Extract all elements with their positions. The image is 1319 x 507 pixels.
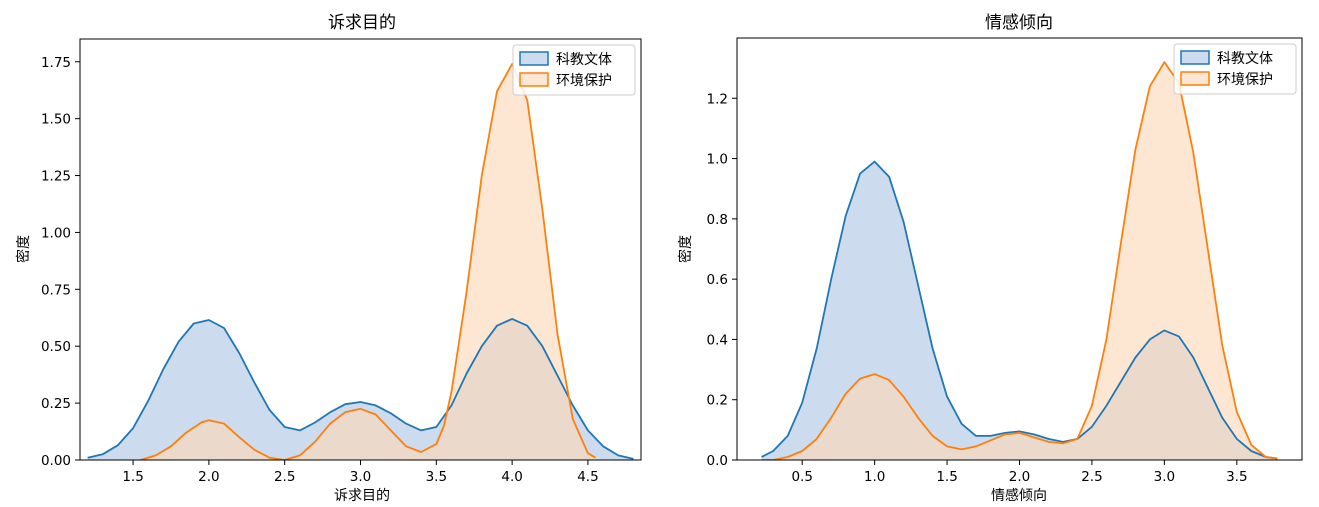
legend-label-2: 环境保护 xyxy=(556,73,612,89)
legend-swatch-1 xyxy=(1180,50,1210,65)
y-tick-label: 0.00 xyxy=(41,453,71,469)
density-area-2 xyxy=(761,62,1278,460)
y-tick-label: 1.0 xyxy=(707,152,728,168)
density-layer xyxy=(761,61,1278,460)
x-tick-label: 4.5 xyxy=(577,469,598,485)
y-tick-label: 0.6 xyxy=(707,272,728,288)
legend-label-1: 科教文体 xyxy=(1217,51,1273,67)
y-tick-label: 0.4 xyxy=(707,332,728,348)
density-line-1 xyxy=(87,318,634,460)
x-tick-label: 1.5 xyxy=(936,469,957,485)
x-tick-label: 3.5 xyxy=(426,469,447,485)
legend-label-2: 环境保护 xyxy=(1217,72,1273,88)
x-tick-label: 0.5 xyxy=(791,469,812,485)
x-tick-label: 2.0 xyxy=(1009,469,1030,485)
x-tick-label: 2.5 xyxy=(274,469,295,485)
legend-swatch-2 xyxy=(519,72,549,87)
x-tick-label: 1.0 xyxy=(864,469,885,485)
kde-chart-appeal-purpose: 诉求目的 1.5 2.0 2.5 3.0 3.5 4.0 4.5 0.00 0.25 0.50 0.… xyxy=(15,13,642,504)
x-tick-label: 3.5 xyxy=(1226,469,1247,485)
x-tick-label: 3.0 xyxy=(350,469,371,485)
y-tick-label: 1.00 xyxy=(41,225,71,241)
y-tick-label: 0.2 xyxy=(707,393,728,409)
y-tick-label: 0.0 xyxy=(707,453,728,469)
y-tick-label: 0.50 xyxy=(41,339,71,355)
legend-label-1: 科教文体 xyxy=(556,52,612,68)
kde-chart-sentiment: 情感倾向 0.5 1.0 1.5 2.0 2.5 3.0 3.50.00.20.40.60.… xyxy=(677,13,1303,504)
y-tick-label: 0.8 xyxy=(707,212,728,228)
density-layer xyxy=(87,63,634,460)
plot-area: 0.5 1.0 1.5 2.0 2.5 3.0 3.5 0.0 0.2 0.4 0.6 0.8 1.0 1… xyxy=(707,37,1303,485)
y-tick-label: 1.50 xyxy=(41,112,71,128)
x-tick-label: 4.0 xyxy=(501,469,522,485)
y-axis-label: 密度 xyxy=(677,235,694,263)
y-tick-label: 1.2 xyxy=(707,91,728,107)
density-line-2 xyxy=(761,61,1278,460)
y-tick-label: 1.25 xyxy=(41,169,71,185)
legend-swatch-1 xyxy=(519,51,549,66)
density-line-1 xyxy=(761,160,1278,460)
legend-swatch-2 xyxy=(1180,71,1210,86)
x-tick-label: 3.0 xyxy=(1154,469,1175,485)
x-tick-label: 1.5 xyxy=(122,469,143,485)
chart-title: 诉求目的 xyxy=(328,13,396,33)
density-area-2 xyxy=(140,64,596,460)
x-tick-label: 2.0 xyxy=(198,469,219,485)
y-tick-label: 1.75 xyxy=(41,55,71,71)
y-tick-label: 0.25 xyxy=(41,396,71,412)
y-axis-label: 密度 xyxy=(15,235,32,263)
y-tick-label: 0.75 xyxy=(41,282,71,298)
x-axis-label: 情感倾向 xyxy=(991,487,1047,504)
x-axis-label: 诉求目的 xyxy=(334,488,390,504)
x-tick-label: 2.5 xyxy=(1081,469,1102,485)
chart-title: 情感倾向 xyxy=(985,13,1053,33)
plot-area: 1.5 2.0 2.5 3.0 3.5 4.0 4.5 0.00 0.25 0.50 0.75 1.0… xyxy=(41,38,642,485)
